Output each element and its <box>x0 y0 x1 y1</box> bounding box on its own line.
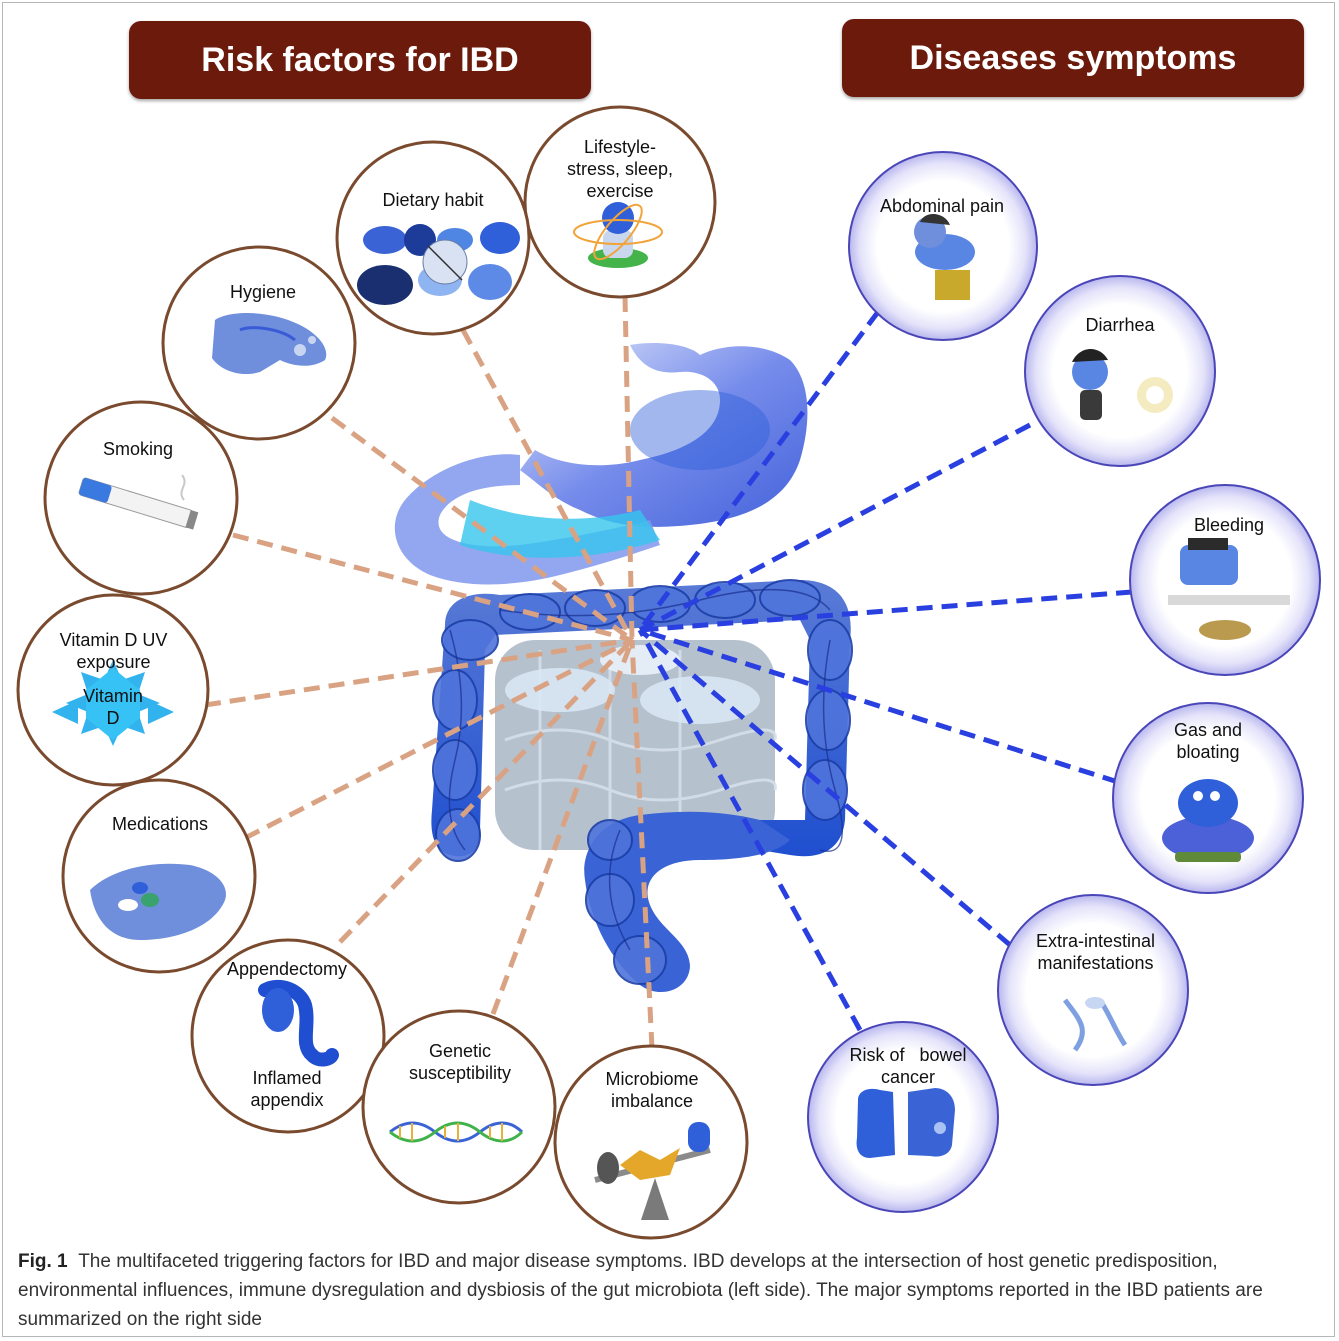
header-risk-factors: Risk factors for IBD <box>129 21 591 99</box>
hygiene-hand-icon <box>212 313 327 375</box>
label-medications: Medications <box>111 814 209 834</box>
figure-caption: Fig. 1 The multifaceted triggering facto… <box>18 1247 1318 1334</box>
label-lifestyle: Lifestyle- stress, sleep, exercise <box>566 137 674 201</box>
header-diseases-symptoms: Diseases symptoms <box>842 19 1304 97</box>
ibd-diagram <box>16 105 1321 1240</box>
label-vitamin-d-inner: Vitamin D <box>83 686 143 728</box>
appendix-icon <box>258 979 339 1067</box>
label-bleeding: Bleeding <box>1193 515 1265 535</box>
circle-appendectomy <box>190 938 386 1134</box>
diarrhea-boy-icon <box>1072 348 1173 420</box>
meditation-icon <box>573 202 663 268</box>
bloating-person-icon <box>1162 779 1254 862</box>
vitamin-d-sun-icon <box>52 660 174 746</box>
circle-extra-intestinal <box>997 894 1189 1086</box>
stomach <box>520 343 808 527</box>
label-vitamin-d: Vitamin D UV exposure <box>59 630 168 672</box>
label-microbiome: Microbiome imbalance <box>605 1069 699 1111</box>
balance-scale-icon <box>594 1122 711 1220</box>
bowel-cancer-icon <box>856 1088 955 1158</box>
label-genetic: Genetic susceptibility <box>408 1041 512 1083</box>
circle-bowel-cancer <box>807 1021 999 1213</box>
gut-illustration <box>394 343 853 993</box>
circle-lifestyle <box>523 105 717 299</box>
cigarette-icon <box>78 474 199 530</box>
dna-icon <box>389 1121 524 1143</box>
caption-label: Fig. 1 <box>18 1251 68 1272</box>
circle-genetic <box>361 1009 557 1205</box>
circle-microbiome <box>553 1044 749 1240</box>
bleeding-person-icon <box>1168 538 1290 640</box>
label-abdominal-pain: Abdominal pain <box>879 196 1005 216</box>
label-extra-intestinal: Extra-intestinal manifestations <box>1035 931 1156 973</box>
label-smoking: Smoking <box>102 439 174 459</box>
medications-hand-icon <box>90 863 226 940</box>
joint-pain-icon <box>1063 997 1128 1052</box>
junk-food-icon <box>357 222 520 305</box>
symptom-connectors <box>637 310 1133 1032</box>
label-dietary: Dietary habit <box>382 190 484 210</box>
label-hygiene: Hygiene <box>229 282 297 302</box>
label-appendectomy: Appendectomy <box>226 959 348 979</box>
label-gas-bloating: Gas and bloating <box>1173 720 1243 762</box>
label-inflamed-appendix: Inflamed appendix <box>250 1068 324 1110</box>
abdominal-pain-person-icon <box>914 214 975 300</box>
risk-connectors <box>204 295 655 1049</box>
caption-text: The multifaceted triggering factors for … <box>18 1251 1263 1330</box>
label-bowel-cancer: Risk of bowel cancer <box>849 1045 967 1087</box>
stomach-shade <box>630 390 770 470</box>
circle-diarrhea <box>1024 275 1216 467</box>
risk-factor-circles <box>16 105 749 1240</box>
small-intestine-upper <box>460 500 660 558</box>
label-diarrhea: Diarrhea <box>1085 315 1155 335</box>
